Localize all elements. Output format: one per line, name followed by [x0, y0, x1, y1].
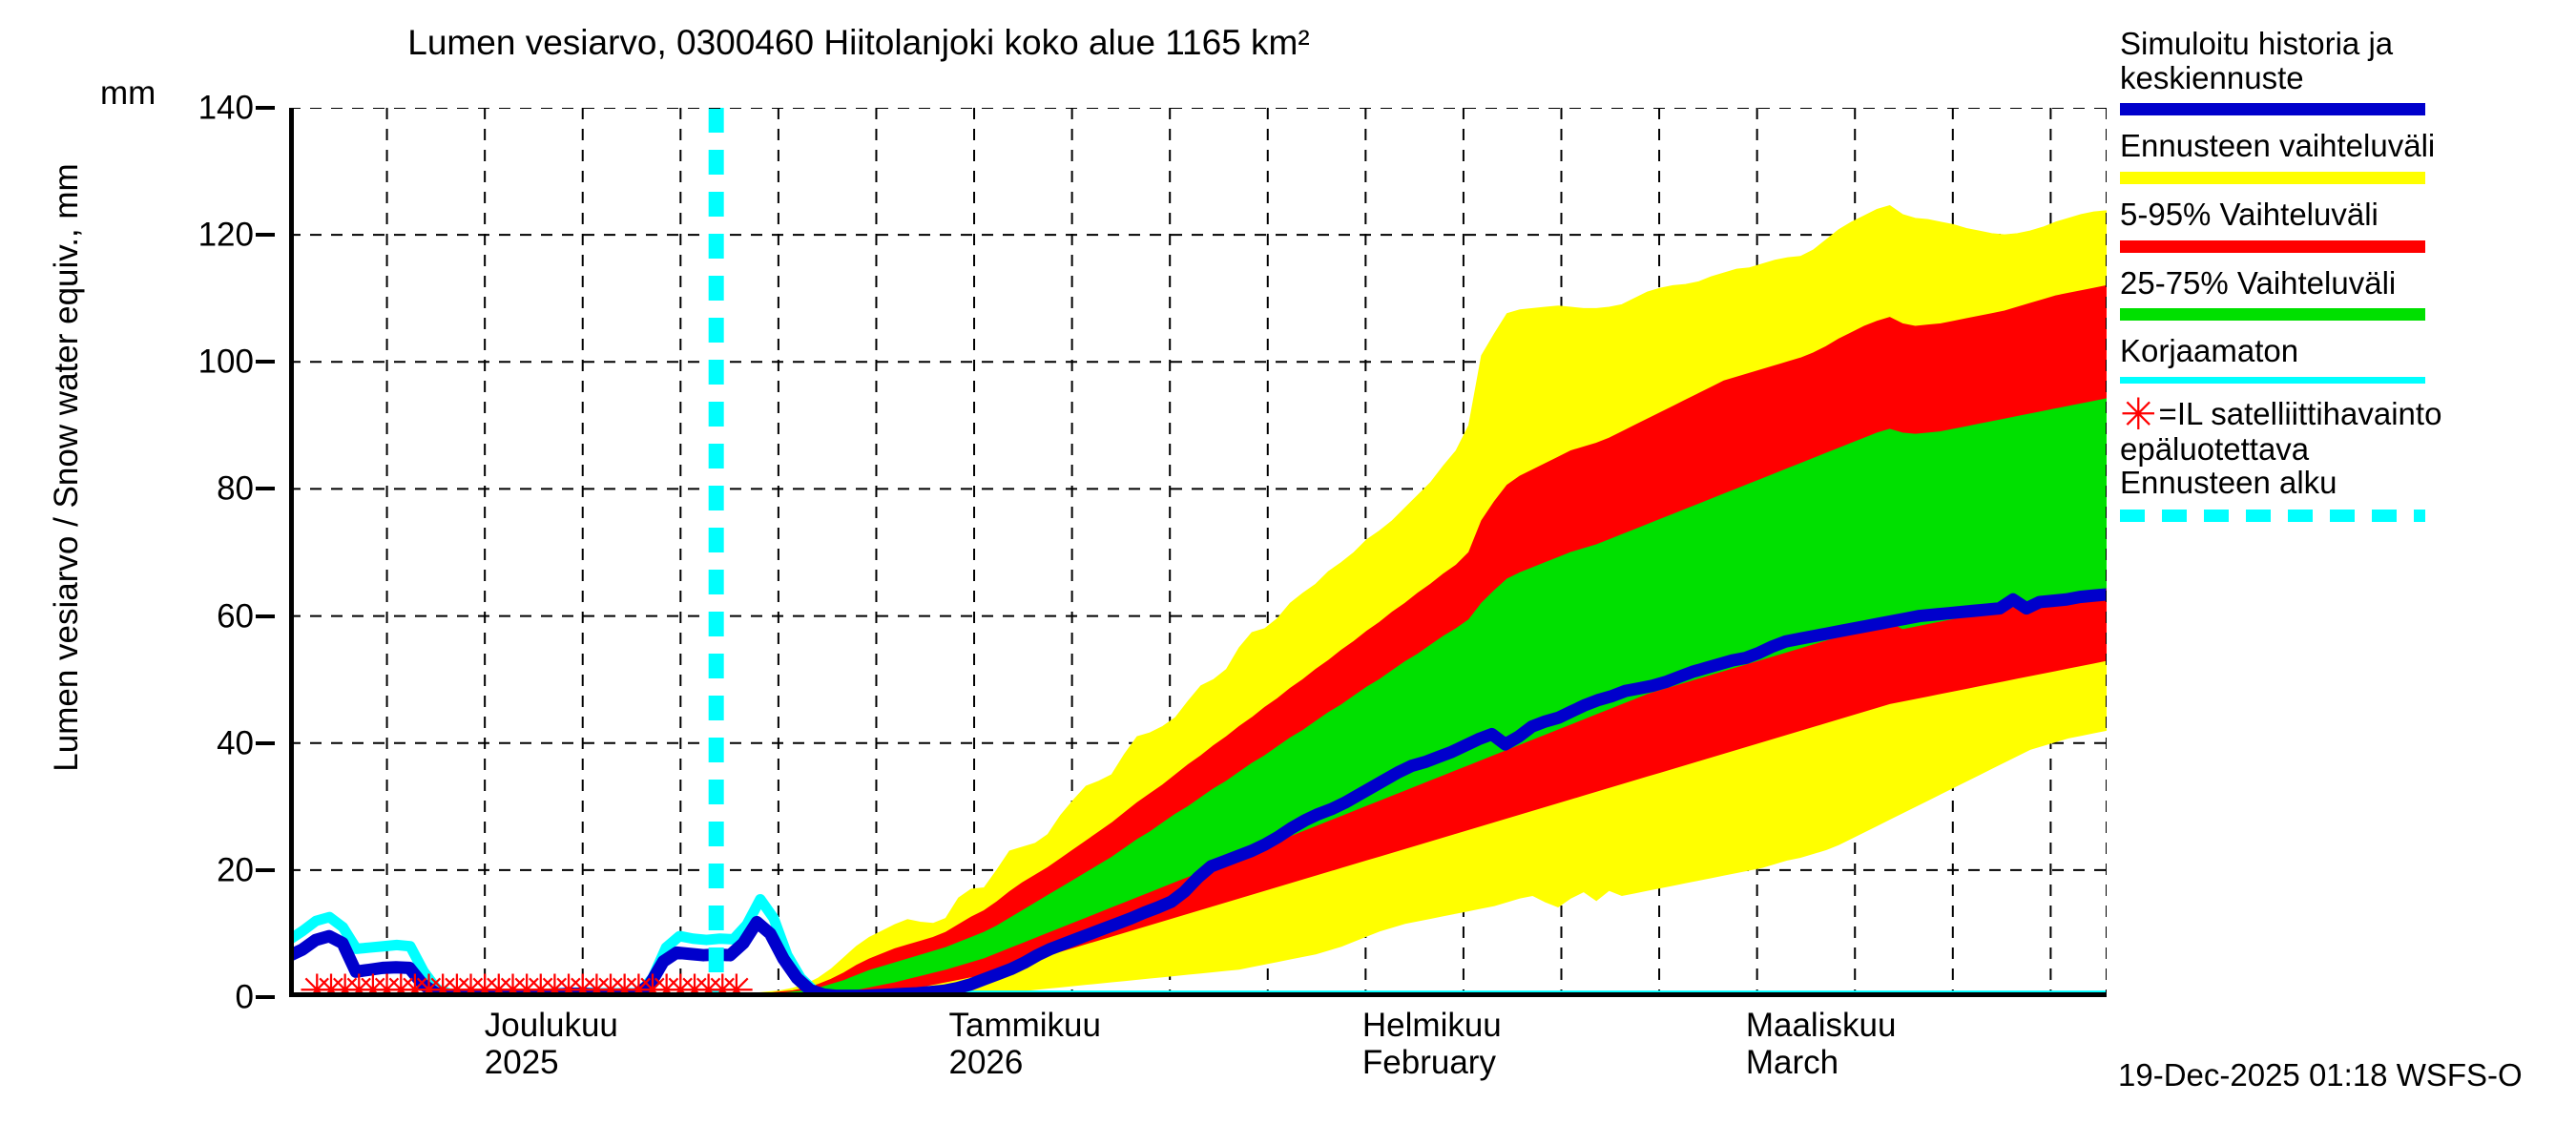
svg-text:✳: ✳: [620, 966, 657, 997]
svg-text:✳: ✳: [481, 966, 518, 997]
legend-p25-75-label: 25-75% Vaihteluväli: [2120, 264, 2397, 301]
svg-text:✳: ✳: [522, 966, 559, 997]
x-axis-tick-label: Tammikuu 2026: [949, 1007, 1101, 1081]
svg-text:✳: ✳: [551, 966, 588, 997]
y-axis-tick-label: 120: [197, 216, 254, 254]
band-p25-75-green: [716, 398, 2107, 997]
y-axis-tick-label: 40: [217, 724, 254, 762]
legend-mean-label-1: Simuloitu historia ja: [2120, 26, 2394, 61]
y-axis-ticks: 0 20 40 60 80 100 120 140: [0, 92, 275, 1014]
y-axis-tick-label: 0: [235, 978, 254, 1016]
legend-swatch-range: [2120, 171, 2425, 184]
page-title: Lumen vesiarvo, 0300460 Hiitolanjoki kok…: [407, 23, 1310, 62]
x-axis-label-year: 2025: [484, 1044, 559, 1082]
footer-timestamp: 19-Dec-2025 01:18 WSFS-O: [2118, 1057, 2523, 1093]
svg-text:✳: ✳: [467, 966, 504, 997]
legend-satellite-label-1: =IL satelliittihavainto: [2158, 395, 2442, 431]
svg-text:✳: ✳: [425, 966, 462, 997]
svg-text:✳: ✳: [397, 966, 434, 997]
y-axis-tick-label: 60: [217, 597, 254, 635]
y-axis-tick-mark: [256, 233, 275, 238]
y-axis-tick-label: 140: [197, 89, 254, 127]
legend-forecast-start-label: Ennusteen alku: [2120, 465, 2337, 501]
x-axis-tick-label: Helmikuu February: [1362, 1007, 1502, 1081]
svg-text:✳: ✳: [383, 966, 420, 997]
y-axis-label-text: Lumen vesiarvo / Snow water equiv.,: [48, 228, 85, 772]
legend-uncorrected-label: Korjaamaton: [2120, 333, 2299, 369]
svg-text:✳: ✳: [410, 966, 447, 997]
x-axis-label-en: February: [1361, 1044, 1496, 1082]
legend-range-label: Ennusteen vaihteluväli: [2120, 128, 2436, 164]
legend-swatch-p5-95: [2120, 239, 2425, 253]
svg-text:✳: ✳: [606, 966, 643, 997]
legend-swatch-uncorrected: [2120, 376, 2425, 384]
y-axis-tick-label: 20: [217, 851, 254, 889]
x-axis-label-fi: Helmikuu: [1361, 1007, 1502, 1044]
y-axis-tick-mark: [256, 614, 275, 618]
x-axis-labels: Joulukuu 2025 Tammikuu 2026 Helmikuu February…: [289, 1007, 2107, 1112]
svg-text:✳: ✳: [578, 966, 615, 997]
svg-text:✳: ✳: [341, 966, 378, 997]
x-axis-label-en: March: [1745, 1044, 1839, 1082]
svg-text:✳: ✳: [634, 966, 672, 997]
chart-svg: ✳✳✳✳✳✳✳✳✳✳✳✳✳✳✳✳✳✳✳✳✳✳✳✳✳✳✳✳✳✳✳: [289, 108, 2107, 997]
svg-text:✳: ✳: [690, 966, 727, 997]
svg-text:✳: ✳: [564, 966, 601, 997]
y-axis-label: Lumen vesiarvo / Snow water equiv., mm: [48, 38, 86, 897]
x-axis-label-fi: Joulukuu: [484, 1007, 618, 1044]
legend-satellite-label-2: epäluotettava: [2120, 430, 2310, 467]
svg-text:✳: ✳: [494, 966, 531, 997]
y-axis-tick-mark: [256, 995, 275, 999]
svg-text:✳: ✳: [439, 966, 476, 997]
y-axis-tick-label: 80: [217, 469, 254, 508]
y-axis-tick-mark: [256, 487, 275, 491]
legend-mean-label-2: keskiennuste: [2120, 59, 2304, 95]
legend-swatch-forecast-start: [2120, 509, 2425, 522]
y-axis-tick-label: 100: [197, 343, 254, 381]
band-p5-95-red: [716, 284, 2107, 997]
svg-text:✳: ✳: [355, 966, 392, 997]
x-axis-tick-label: Maaliskuu March: [1746, 1007, 1897, 1081]
svg-text:✳: ✳: [326, 966, 364, 997]
x-axis-label-year: 2026: [948, 1044, 1024, 1082]
svg-text:✳: ✳: [509, 966, 546, 997]
satellite-markers: ✳✳✳✳✳✳✳✳✳✳✳✳✳✳✳✳✳✳✳✳✳✳✳✳✳✳✳✳✳✳✳: [299, 966, 755, 997]
legend-satellite-row: ✳ =IL satelliittihavainto: [2120, 388, 2576, 439]
y-axis-tick-mark: [256, 867, 275, 872]
svg-text:✳: ✳: [536, 966, 573, 997]
legend-swatch-mean: [2120, 103, 2425, 116]
svg-text:✳: ✳: [718, 966, 756, 997]
svg-text:✳: ✳: [452, 966, 489, 997]
svg-text:✳: ✳: [662, 966, 699, 997]
svg-text:✳: ✳: [368, 966, 405, 997]
svg-text:✳: ✳: [676, 966, 714, 997]
y-axis-unit: mm: [100, 74, 156, 112]
svg-text:✳: ✳: [648, 966, 685, 997]
x-axis-label-fi: Maaliskuu: [1745, 1007, 1897, 1044]
y-axis-tick-mark: [256, 106, 275, 110]
y-axis-tick-mark: [256, 360, 275, 364]
y-axis-tick-mark: [256, 740, 275, 745]
x-axis-label-fi: Tammikuu: [948, 1007, 1101, 1044]
svg-text:✳: ✳: [299, 966, 336, 997]
legend-p5-95-label: 5-95% Vaihteluväli: [2120, 196, 2379, 232]
x-axis-tick-label: Joulukuu 2025: [485, 1007, 618, 1081]
y-axis-label-unit: mm: [48, 163, 85, 219]
svg-text:✳: ✳: [704, 966, 741, 997]
chart-legend: Simuloitu historia ja keskiennuste Ennus…: [2120, 27, 2576, 522]
asterisk-icon: ✳: [2120, 388, 2157, 439]
chart-plot-area: ✳ ✳ ✳ ✳ ✳ ✳ ✳ ✳ ✳ ✳ ✳ ✳ ✳ ✳ ✳ ✳ ✳ ✳ ✳ ✳ ✳ ✳ ✳ ✳ ✳ ✳ ✳ ✳ ✳ ✳ ✳: [289, 108, 2107, 997]
legend-swatch-p25-75: [2120, 308, 2425, 322]
svg-text:✳: ✳: [313, 966, 350, 997]
svg-text:✳: ✳: [592, 966, 630, 997]
